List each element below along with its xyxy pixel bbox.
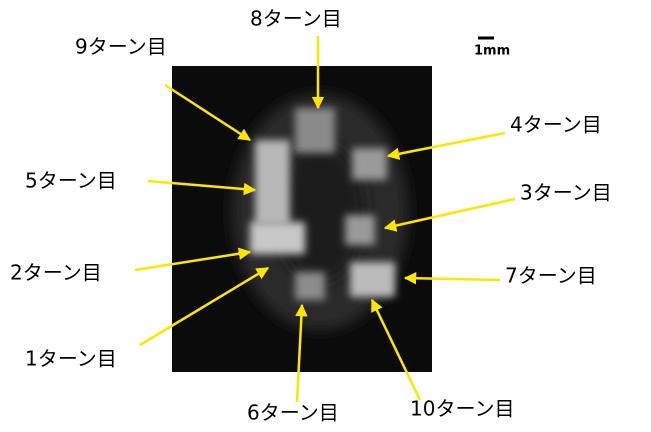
turn-label: 2ターン目 [10, 261, 102, 285]
figure: 9ターン目 8ターン目 4ターン目 5ターン目 3ターン目 2ターン目 7ターン… [0, 0, 651, 432]
turn-label: 5ターン目 [25, 169, 117, 193]
turn-label: 10ターン目 [410, 397, 514, 421]
turn-label: 4ターン目 [510, 113, 602, 137]
scale-label: 1mm [474, 44, 510, 59]
turn-label: 8ターン目 [250, 7, 342, 31]
beam-image [232, 94, 408, 330]
turn-label: 7ターン目 [505, 264, 597, 288]
turn-label: 1ターン目 [25, 347, 117, 371]
turn-label: 6ターン目 [247, 401, 339, 425]
turn-label: 3ターン目 [520, 181, 612, 205]
turn-label: 9ターン目 [75, 35, 167, 59]
